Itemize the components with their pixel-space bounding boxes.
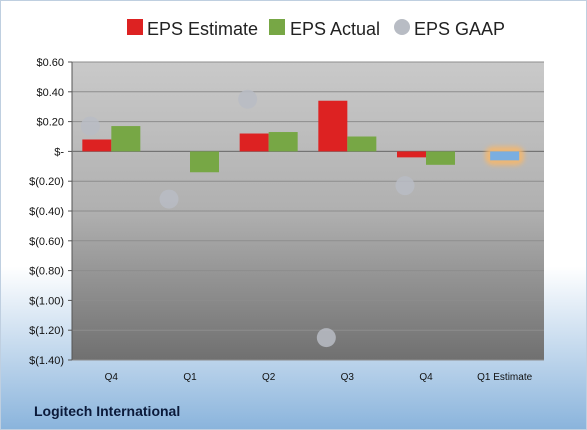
point-eps-gaap — [159, 189, 179, 209]
x-tick-label: Q3 — [341, 372, 355, 383]
y-tick-label: $(1.00) — [29, 295, 64, 307]
bar-eps-actual — [426, 151, 455, 165]
x-tick-label: Q4 — [419, 372, 433, 383]
y-tick-label: $0.60 — [36, 57, 64, 69]
x-axis: Q4 Q1 Q2 Q3 Q4 Q1 Estimate — [72, 150, 544, 383]
bar-eps-estimate — [82, 139, 112, 152]
point-eps-gaap — [238, 89, 258, 109]
legend-label-eps-gaap: EPS GAAP — [414, 19, 505, 39]
x-tick-label: Q2 — [262, 372, 276, 383]
y-tick-label: $(0.40) — [29, 206, 64, 218]
y-tick-label: $0.40 — [36, 87, 64, 99]
y-tick-label: $(0.20) — [29, 176, 64, 188]
legend: EPS Estimate EPS Actual EPS GAAP — [127, 19, 505, 39]
legend-swatch-eps-gaap — [394, 19, 410, 35]
bar-eps-estimate — [239, 133, 269, 152]
y-tick-label: $(1.40) — [29, 355, 64, 367]
point-eps-gaap — [395, 176, 415, 196]
y-tick-label: $(0.80) — [29, 266, 64, 278]
y-axis: $0.60 $0.40 $0.20 $- $(0.20) $(0.40) $(0.60) $(… — [29, 57, 73, 367]
y-tick-label: $- — [54, 146, 64, 158]
bar-q1-estimate — [490, 151, 520, 161]
bar-eps-actual — [268, 132, 298, 152]
x-tick-label: Q1 Estimate — [477, 372, 532, 383]
bar-eps-actual — [111, 126, 141, 152]
legend-swatch-eps-estimate — [127, 19, 143, 35]
point-eps-gaap — [316, 328, 336, 348]
y-tick-label: $0.20 — [36, 117, 64, 129]
bar-eps-actual — [190, 151, 219, 173]
bar-eps-estimate — [397, 151, 426, 158]
legend-label-eps-actual: EPS Actual — [290, 19, 380, 39]
legend-swatch-eps-actual — [269, 19, 285, 35]
x-tick-label: Q1 — [183, 372, 197, 383]
point-eps-gaap — [80, 116, 100, 136]
legend-label-eps-estimate: EPS Estimate — [147, 19, 258, 39]
bar-eps-estimate — [318, 100, 348, 152]
bar-eps-actual — [347, 136, 377, 152]
y-tick-label: $(0.60) — [29, 236, 64, 248]
company-name: Logitech International — [34, 403, 180, 419]
y-tick-label: $(1.20) — [29, 325, 64, 337]
chart-marks — [80, 89, 525, 348]
x-tick-label: Q4 — [105, 372, 119, 383]
